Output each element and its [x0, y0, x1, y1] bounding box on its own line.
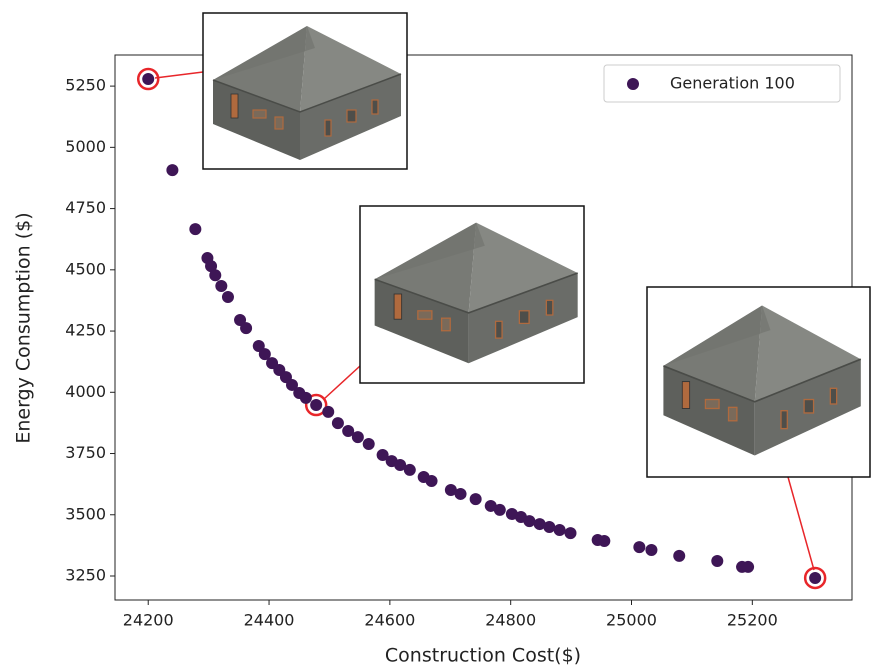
point — [166, 164, 178, 176]
point — [494, 504, 506, 516]
connector — [324, 366, 360, 399]
y-tick-label: 4750 — [65, 198, 106, 217]
point — [455, 488, 467, 500]
point — [300, 392, 312, 404]
connector — [788, 477, 814, 570]
x-tick-label: 24800 — [485, 611, 536, 630]
point — [222, 291, 234, 303]
point — [633, 541, 645, 553]
point — [215, 280, 227, 292]
y-tick-label: 5250 — [65, 76, 106, 95]
point — [742, 561, 754, 573]
point — [598, 535, 610, 547]
legend-marker — [627, 78, 639, 90]
point — [645, 544, 657, 556]
y-tick-label: 3750 — [65, 443, 106, 462]
point — [352, 431, 364, 443]
x-tick-label: 24200 — [123, 611, 174, 630]
point — [310, 399, 322, 411]
y-tick-label: 4500 — [65, 259, 106, 278]
connector — [155, 72, 203, 78]
point — [363, 438, 375, 450]
x-tick-label: 25000 — [606, 611, 657, 630]
chart: 24200 24400 24600 24800 25000 25200 3250 3500 37… — [0, 0, 871, 670]
legend-label: Generation 100 — [670, 74, 795, 93]
y-tick-label: 3500 — [65, 504, 106, 523]
y-tick-label: 5000 — [65, 137, 106, 156]
point — [809, 572, 821, 584]
x-tick-label: 24400 — [244, 611, 295, 630]
point — [209, 269, 221, 281]
legend: Generation 100 — [604, 65, 840, 102]
y-tick-label: 4000 — [65, 382, 106, 401]
point — [470, 493, 482, 505]
point — [404, 464, 416, 476]
x-tick-label: 25200 — [727, 611, 778, 630]
point — [564, 527, 576, 539]
point — [554, 524, 566, 536]
point — [332, 417, 344, 429]
y-axis-title: Energy Consumption ($) — [13, 212, 35, 443]
point — [142, 73, 154, 85]
point — [426, 475, 438, 487]
point — [240, 322, 252, 334]
y-tick-label: 4250 — [65, 321, 106, 340]
point — [711, 555, 723, 567]
point — [189, 223, 201, 235]
point — [673, 550, 685, 562]
point — [543, 521, 555, 533]
x-axis-title: Construction Cost($) — [385, 645, 581, 667]
point — [322, 406, 334, 418]
point — [523, 515, 535, 527]
y-tick-label: 3250 — [65, 565, 106, 584]
x-tick-label: 24600 — [364, 611, 415, 630]
